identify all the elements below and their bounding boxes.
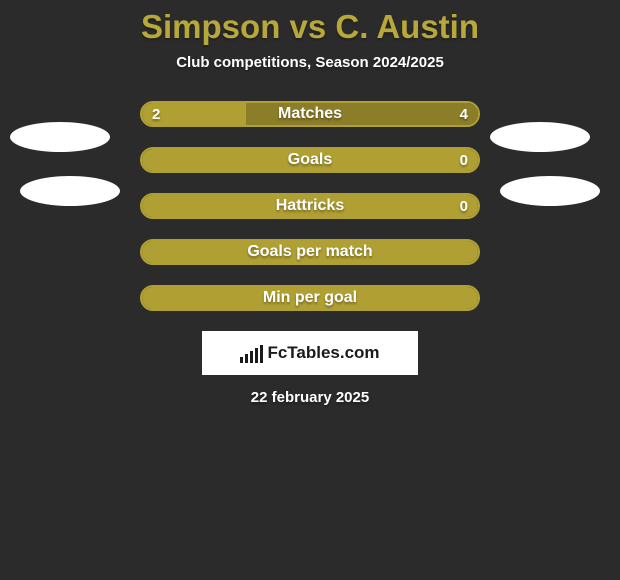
logo-text: FcTables.com <box>267 343 379 363</box>
date-text: 22 february 2025 <box>0 389 620 406</box>
stat-row: Goals0 <box>140 147 480 173</box>
bar-left-fill <box>142 195 478 217</box>
bar-track <box>140 239 480 265</box>
comparison-chart: Simpson vs C. Austin Club competitions, … <box>0 0 620 580</box>
page-title: Simpson vs C. Austin <box>0 0 620 46</box>
stat-row: Min per goal <box>140 285 480 311</box>
bar-left-fill <box>142 241 478 263</box>
stat-row: Goals per match <box>140 239 480 265</box>
bar-left-fill <box>142 149 478 171</box>
site-logo: FcTables.com <box>202 331 418 375</box>
bar-left-fill <box>142 287 478 309</box>
chart-area: Matches24 Goals0 Hattricks0 Goals per match… <box>0 101 620 311</box>
bar-track <box>140 285 480 311</box>
subtitle: Club competitions, Season 2024/2025 <box>0 54 620 71</box>
bar-track <box>140 147 480 173</box>
stat-row: Matches24 <box>140 101 480 127</box>
bar-track <box>140 101 480 127</box>
bar-left-fill <box>142 103 246 125</box>
bar-track <box>140 193 480 219</box>
bar-chart-icon <box>240 343 263 363</box>
stat-row: Hattricks0 <box>140 193 480 219</box>
bar-right-fill <box>246 103 478 125</box>
